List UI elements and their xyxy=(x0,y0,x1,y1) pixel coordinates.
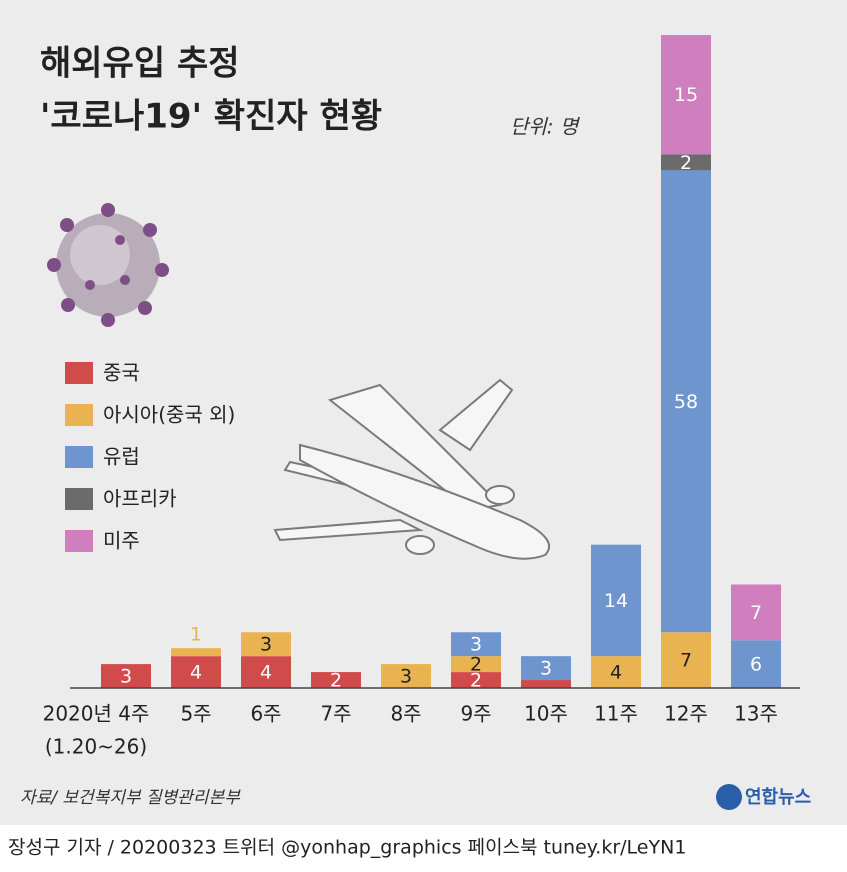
unit-label: 단위: 명 xyxy=(510,115,581,139)
value-label: 58 xyxy=(674,391,698,413)
legend-swatch xyxy=(65,488,93,510)
value-label: 3 xyxy=(120,666,132,688)
bar-segment xyxy=(731,584,781,641)
x-tick-label: 13주 xyxy=(734,702,778,726)
value-label: 1 xyxy=(190,624,202,646)
bar-segment xyxy=(171,656,221,688)
legend-swatch xyxy=(65,362,93,384)
bar-segment xyxy=(591,544,641,657)
value-label: 3 xyxy=(260,634,272,656)
value-label: 3 xyxy=(540,658,552,680)
value-label: 2 xyxy=(470,670,482,692)
legend-label: 미주 xyxy=(103,529,140,553)
bar-segment xyxy=(241,632,291,657)
x-tick-label: 11주 xyxy=(594,702,638,726)
logo-mark xyxy=(716,784,742,810)
bar-segment xyxy=(661,35,711,155)
x-tick-label: 7주 xyxy=(320,702,351,726)
title-line: 해외유입 추정 xyxy=(40,44,240,84)
bar-segment xyxy=(661,632,711,688)
category-note: (1.20~26) xyxy=(45,735,147,759)
value-label: 15 xyxy=(674,84,698,106)
legend-swatch xyxy=(65,404,93,426)
x-tick-label: 9주 xyxy=(460,702,491,726)
value-label: 3 xyxy=(400,666,412,688)
bar-segment xyxy=(521,656,571,681)
logo: 연합뉴스 xyxy=(745,786,811,808)
value-label: 4 xyxy=(260,662,272,684)
value-label: 2 xyxy=(470,654,482,676)
bar-segment xyxy=(311,672,361,688)
value-label: 7 xyxy=(750,602,762,624)
value-label: 2 xyxy=(330,670,342,692)
value-label: 6 xyxy=(750,654,762,676)
legend-swatch xyxy=(65,530,93,552)
legend-swatch xyxy=(65,446,93,468)
value-label: 4 xyxy=(190,662,202,684)
bar-segment xyxy=(381,664,431,688)
legend-label: 아시아(중국 외) xyxy=(103,403,235,427)
bar-segment xyxy=(171,648,221,657)
bar-segment xyxy=(451,632,501,657)
value-label: 14 xyxy=(604,590,628,612)
bar-segment xyxy=(451,672,501,688)
airplane-icon xyxy=(273,378,551,560)
source: 자료/ 보건복지부 질병관리본부 xyxy=(20,788,241,808)
bar-segment xyxy=(241,656,291,688)
x-tick-label: 6주 xyxy=(250,702,281,726)
bar-segment xyxy=(451,656,501,673)
bar-segment xyxy=(661,154,711,171)
footer: 장성구 기자 / 20200323 트위터 @yonhap_graphics 페… xyxy=(8,837,686,859)
legend-label: 유럽 xyxy=(103,445,140,469)
x-tick-label: 2020년 4주 xyxy=(43,702,150,726)
bar-segment xyxy=(661,170,711,633)
x-tick-label: 5주 xyxy=(180,702,211,726)
bar-segment xyxy=(101,664,151,688)
virus-icon xyxy=(47,203,169,327)
x-tick-label: 10주 xyxy=(524,702,568,726)
bar-segment xyxy=(731,640,781,688)
value-label: 7 xyxy=(680,650,692,672)
value-label: 3 xyxy=(470,634,482,656)
footer-background xyxy=(0,825,847,868)
x-tick-label: 8주 xyxy=(390,702,421,726)
title-line: '코로나19' 확진자 현황 xyxy=(40,97,382,137)
value-label: 2 xyxy=(680,152,692,174)
value-label: 4 xyxy=(610,662,622,684)
x-tick-label: 12주 xyxy=(664,702,708,726)
bar-segment xyxy=(591,656,641,688)
bar-segment xyxy=(521,680,571,688)
legend-label: 중국 xyxy=(103,361,140,385)
legend-label: 아프리카 xyxy=(103,487,177,511)
